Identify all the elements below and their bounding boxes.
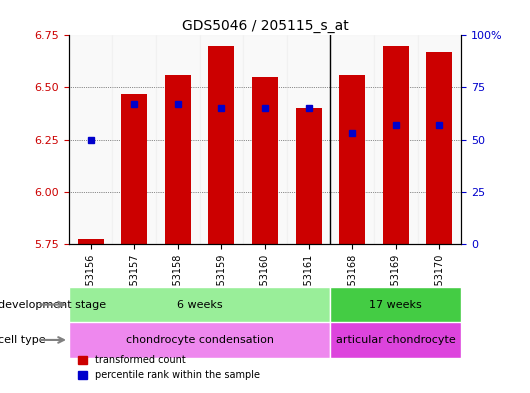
Text: development stage: development stage	[0, 299, 107, 310]
Text: cell type: cell type	[0, 335, 46, 345]
Text: 17 weeks: 17 weeks	[369, 299, 422, 310]
Bar	[330, 35, 374, 244]
Bar	[243, 35, 287, 244]
FancyBboxPatch shape	[69, 287, 330, 322]
Legend: transformed count, percentile rank within the sample: transformed count, percentile rank withi…	[74, 352, 264, 384]
Bar	[208, 46, 234, 244]
Title: GDS5046 / 205115_s_at: GDS5046 / 205115_s_at	[182, 19, 348, 33]
Text: chondrocyte condensation: chondrocyte condensation	[126, 335, 273, 345]
FancyBboxPatch shape	[69, 322, 330, 358]
Text: 6 weeks: 6 weeks	[177, 299, 223, 310]
Bar	[339, 75, 365, 244]
FancyBboxPatch shape	[330, 287, 461, 322]
FancyBboxPatch shape	[330, 322, 461, 358]
Bar	[252, 77, 278, 244]
Bar	[426, 52, 453, 244]
Bar	[296, 108, 322, 244]
Bar	[121, 94, 147, 244]
Bar	[77, 239, 104, 244]
Bar	[112, 35, 156, 244]
Bar	[165, 75, 191, 244]
Bar	[156, 35, 200, 244]
Bar	[200, 35, 243, 244]
Bar	[287, 35, 330, 244]
Text: articular chondrocyte: articular chondrocyte	[336, 335, 456, 345]
Bar	[69, 35, 112, 244]
Bar	[383, 46, 409, 244]
Bar	[374, 35, 418, 244]
Bar	[418, 35, 461, 244]
